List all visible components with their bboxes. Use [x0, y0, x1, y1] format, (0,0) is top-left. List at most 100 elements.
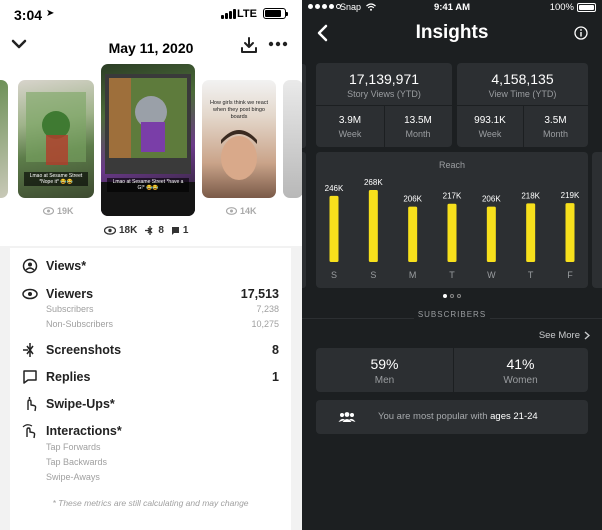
metric-swipe-ups[interactable]: Swipe-Ups*: [18, 394, 279, 416]
story-stats: 18K 8 1: [104, 225, 188, 236]
bar-category-label: T: [449, 270, 455, 280]
metric-views[interactable]: Views*: [18, 256, 279, 278]
metric-value: 17,513: [240, 287, 279, 301]
story-header: May 11, 2020: [0, 28, 302, 64]
story-caption: Lmao at Sesame Street *Nope it* 😂😂: [24, 172, 88, 186]
story-views-label: Story Views (YTD): [347, 89, 421, 99]
view-time-week-label: Week: [478, 129, 502, 139]
popular-prefix: You are most popular with: [378, 411, 488, 422]
story-image: [101, 74, 195, 216]
story-thumbnail[interactable]: How girls think we react when they post …: [202, 80, 276, 198]
insights-header: Insights: [302, 16, 602, 52]
story-metrics-screen: 3:04 ➤ LTE May 11, 2020: [0, 0, 302, 530]
interactions-icon: [22, 424, 36, 439]
story-view-count: 19K: [43, 206, 74, 216]
card-peek: [592, 152, 602, 288]
page-dot-active: [443, 294, 447, 298]
reach-bar[interactable]: [486, 206, 496, 262]
chevron-down-icon[interactable]: [10, 36, 28, 52]
card-peek: [302, 152, 306, 288]
back-chevron-icon[interactable]: [316, 24, 330, 42]
metric-sub-tap-forwards: Tap Forwards: [46, 442, 279, 456]
views-icon: [22, 258, 38, 274]
story-carousel: Lmao at Sesame Street *Nope it* 😂😂 19K L…: [0, 64, 302, 246]
see-more-link[interactable]: See More: [539, 330, 590, 341]
story-thumbnail[interactable]: Lmao at Sesame Street *Nope it* 😂😂: [18, 80, 94, 198]
signal-dots-icon: [308, 4, 341, 9]
bar-category-label: S: [370, 270, 376, 280]
reach-bar[interactable]: [565, 203, 575, 262]
status-time: 3:04: [14, 7, 43, 23]
reach-bar[interactable]: [368, 190, 378, 262]
metric-sub-swipe-aways: Swipe-Aways: [46, 472, 279, 486]
battery-percent: 100%: [549, 2, 574, 13]
story-caption: Lmao at Sesame Street *have a G!* 😂😂: [107, 178, 189, 192]
more-options-icon[interactable]: [268, 36, 288, 52]
divider: [302, 318, 414, 319]
page-dot: [450, 294, 454, 298]
metric-label: Swipe-Ups*: [46, 397, 115, 411]
metric-interactions[interactable]: Interactions*: [18, 421, 279, 443]
page-title: Insights: [415, 22, 489, 43]
story-thumbnail-partial[interactable]: [283, 80, 302, 198]
metric-sub-tap-backwards: Tap Backwards: [46, 457, 279, 471]
metric-viewers[interactable]: Viewers 17,513: [18, 284, 279, 306]
view-time-card[interactable]: 4,158,135 View Time (YTD) 993.1K Week 3.…: [457, 63, 588, 147]
divider: [490, 318, 602, 319]
download-icon[interactable]: [240, 36, 258, 54]
story-replies: 1: [182, 225, 189, 236]
reach-bar[interactable]: [447, 203, 457, 262]
gender-card[interactable]: 59% Men 41% Women: [316, 348, 588, 392]
metric-sub-nonsubscribers: Non-Subscribers 10,275: [46, 319, 279, 333]
bar-value-label: 219K: [561, 191, 580, 200]
see-more-label: See More: [538, 330, 580, 341]
story-thumbnail-partial[interactable]: [0, 80, 8, 198]
metrics-card: Views* Viewers 17,513 Subscribers 7,238 …: [10, 248, 291, 530]
reach-bar[interactable]: [329, 195, 339, 262]
battery-icon: [263, 8, 288, 19]
story-thumbnail-selected[interactable]: Lmao at Sesame Street *have a G!* 😂😂: [101, 64, 195, 216]
divider: [453, 348, 454, 392]
view-time-label: View Time (YTD): [488, 89, 557, 99]
reach-bar[interactable]: [408, 206, 418, 262]
popular-age-banner[interactable]: You are most popular with ages 21-24: [316, 400, 588, 434]
reach-bar[interactable]: [526, 203, 536, 262]
men-label: Men: [374, 375, 395, 386]
screenshot-icon: [23, 343, 34, 357]
story-date: May 11, 2020: [108, 40, 194, 56]
story-views-month-label: Month: [405, 129, 431, 139]
metric-sub-label: Subscribers: [46, 304, 94, 314]
chart-title: Reach: [438, 160, 465, 170]
metric-label: Screenshots: [46, 343, 122, 357]
story-screenshots: 8: [158, 225, 164, 236]
reply-icon: [171, 226, 179, 235]
metric-label: Interactions*: [46, 424, 122, 438]
metric-sub-label: Non-Subscribers: [46, 319, 114, 329]
metric-screenshots[interactable]: Screenshots 8: [18, 340, 279, 362]
divider: [384, 105, 385, 147]
reach-chart-card[interactable]: Reach 246K S 268K S 206K M 217K T 206K W 218K T 219K…: [316, 152, 588, 288]
insights-screen: Snap 9:41 AM 100% Insights 17,139,971 St…: [302, 0, 602, 530]
bar-category-label: F: [567, 270, 573, 280]
story-views-month-value: 13.5M: [404, 115, 432, 126]
metrics-footnote: * These metrics are still calculating an…: [52, 498, 249, 508]
reply-icon: [23, 370, 37, 384]
metric-value: 8: [272, 343, 279, 357]
subscribers-heading: SUBSCRIBERS: [417, 310, 487, 319]
story-image: [26, 92, 86, 165]
card-peek: [302, 64, 306, 148]
eye-icon: [22, 288, 38, 300]
bar-value-label: 217K: [443, 192, 462, 201]
signal-icon: [221, 9, 236, 19]
divider: [457, 105, 588, 106]
info-icon[interactable]: [574, 26, 588, 40]
metric-replies[interactable]: Replies 1: [18, 367, 279, 389]
story-views-card[interactable]: 17,139,971 Story Views (YTD) 3.9M Week 1…: [316, 63, 452, 147]
popular-age: ages 21-24: [490, 411, 538, 422]
story-view-count: 14K: [226, 206, 257, 216]
bar-value-label: 246K: [325, 184, 344, 193]
men-value: 59%: [370, 356, 399, 372]
metric-label: Views*: [46, 259, 87, 273]
women-value: 41%: [506, 356, 535, 372]
